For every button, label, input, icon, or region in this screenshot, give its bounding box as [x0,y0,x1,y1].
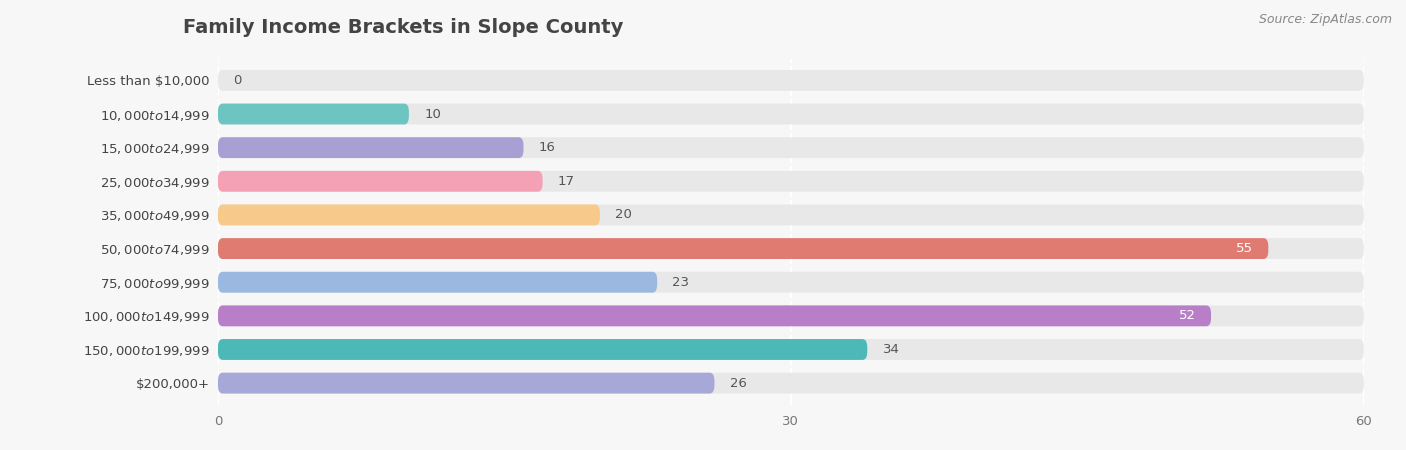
FancyBboxPatch shape [218,339,868,360]
Text: 10: 10 [425,108,441,121]
Text: 52: 52 [1178,309,1195,322]
FancyBboxPatch shape [218,204,1364,225]
FancyBboxPatch shape [218,204,600,225]
FancyBboxPatch shape [218,373,1364,394]
FancyBboxPatch shape [218,104,409,125]
Text: 23: 23 [672,276,689,289]
Text: 55: 55 [1236,242,1253,255]
FancyBboxPatch shape [218,137,1364,158]
FancyBboxPatch shape [218,171,543,192]
FancyBboxPatch shape [218,238,1268,259]
FancyBboxPatch shape [218,373,714,394]
FancyBboxPatch shape [218,70,1364,91]
FancyBboxPatch shape [218,238,1364,259]
FancyBboxPatch shape [218,272,1364,292]
Text: 0: 0 [233,74,242,87]
FancyBboxPatch shape [218,306,1211,326]
Text: Family Income Brackets in Slope County: Family Income Brackets in Slope County [183,18,623,37]
Text: 20: 20 [616,208,633,221]
FancyBboxPatch shape [218,171,1364,192]
FancyBboxPatch shape [218,104,1364,125]
Text: 16: 16 [538,141,555,154]
FancyBboxPatch shape [218,272,657,292]
Text: 34: 34 [883,343,900,356]
FancyBboxPatch shape [218,339,1364,360]
FancyBboxPatch shape [218,306,1364,326]
Text: 26: 26 [730,377,747,390]
Text: 17: 17 [558,175,575,188]
Text: Source: ZipAtlas.com: Source: ZipAtlas.com [1258,14,1392,27]
FancyBboxPatch shape [218,137,523,158]
